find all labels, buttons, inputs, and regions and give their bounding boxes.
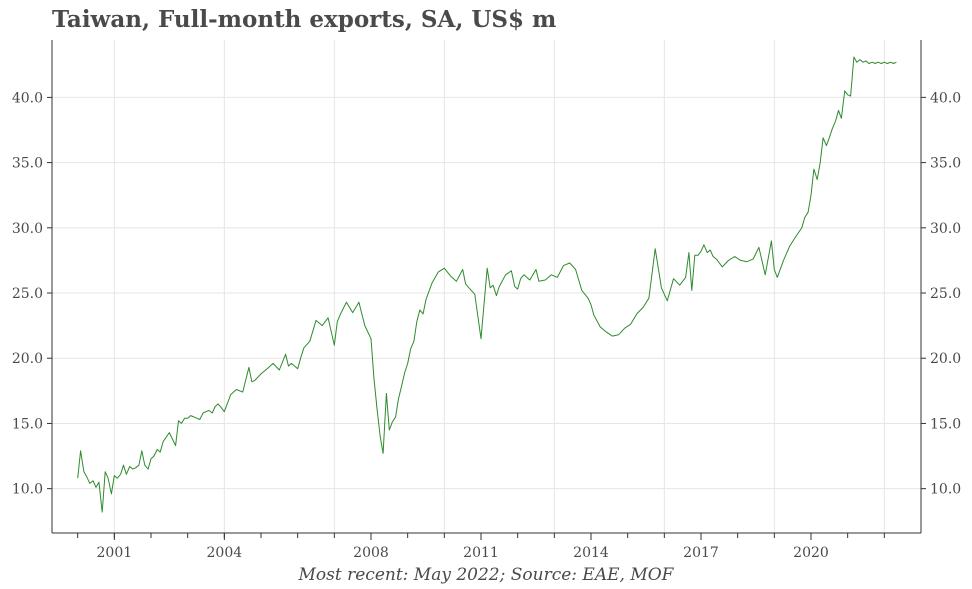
x-tick-label: 2017 bbox=[683, 545, 719, 561]
y-tick-label-right: 40.0 bbox=[930, 90, 961, 106]
y-tick-label-left: 15.0 bbox=[12, 416, 43, 432]
source-note: Most recent: May 2022; Source: EAE, MOF bbox=[298, 565, 674, 585]
y-tick-label-right: 30.0 bbox=[930, 221, 961, 237]
x-tick-label: 2014 bbox=[573, 545, 609, 561]
y-tick-label-left: 35.0 bbox=[12, 156, 43, 172]
x-tick-label: 2020 bbox=[793, 545, 829, 561]
y-tick-label-right: 35.0 bbox=[930, 156, 961, 172]
y-tick-label-right: 20.0 bbox=[930, 351, 961, 367]
chart-title: Taiwan, Full-month exports, SA, US$ m bbox=[52, 6, 557, 33]
series-layer bbox=[77, 56, 897, 513]
series-line-exports bbox=[77, 56, 897, 513]
y-tick-label-left: 40.0 bbox=[12, 90, 43, 106]
x-tick-label: 2011 bbox=[463, 545, 499, 561]
y-tick-label-right: 10.0 bbox=[930, 482, 961, 498]
y-tick-label-left: 10.0 bbox=[12, 482, 43, 498]
x-tick-label: 2001 bbox=[97, 545, 133, 561]
y-tick-label-right: 25.0 bbox=[930, 286, 961, 302]
y-tick-label-left: 25.0 bbox=[12, 286, 43, 302]
tick-labels: 2001 2004 2008 2011 2014 2017 2020 10.0 10.0 15.0… bbox=[12, 90, 961, 561]
axes bbox=[47, 40, 926, 540]
x-tick-label: 2004 bbox=[207, 545, 243, 561]
y-tick-label-right: 15.0 bbox=[930, 416, 961, 432]
x-tick-label: 2008 bbox=[353, 545, 389, 561]
y-tick-label-left: 20.0 bbox=[12, 351, 43, 367]
grid-lines bbox=[52, 40, 921, 533]
y-tick-label-left: 30.0 bbox=[12, 221, 43, 237]
